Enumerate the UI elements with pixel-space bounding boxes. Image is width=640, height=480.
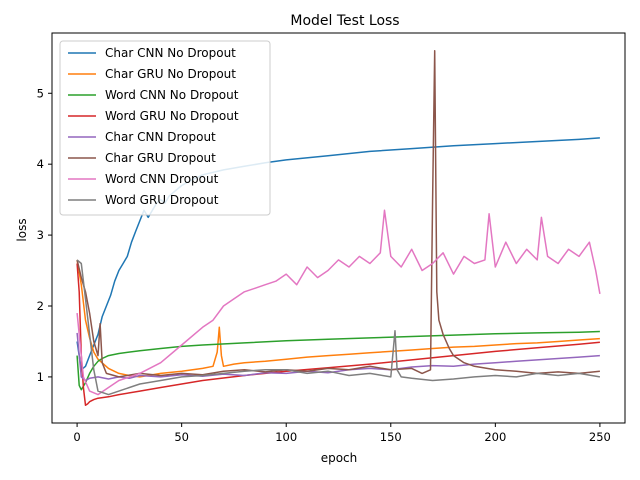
y-tick-label: 4	[37, 157, 44, 171]
y-axis: 1 2 3 4 5	[37, 86, 52, 384]
y-tick-label: 1	[37, 370, 44, 384]
x-axis-label: epoch	[321, 451, 358, 465]
series-line-1	[76, 259, 600, 378]
series-line-6	[76, 209, 601, 396]
series-line-4	[76, 332, 600, 382]
x-tick-label: 150	[380, 430, 402, 444]
legend-label-3: Word GRU No Dropout	[105, 109, 239, 123]
series-line-2	[76, 330, 600, 391]
x-tick-label: 250	[589, 430, 611, 444]
legend-label-0: Char CNN No Dropout	[105, 46, 236, 60]
legend-label-7: Word GRU Dropout	[105, 193, 219, 207]
y-tick-label: 3	[37, 228, 44, 242]
plot-frame	[51, 32, 626, 424]
chart-legend: Char CNN No Dropout Char GRU No Dropout Wo…	[59, 40, 271, 216]
x-tick-label: 100	[275, 430, 297, 444]
series-line-5	[76, 49, 600, 378]
plot-area	[51, 32, 626, 424]
y-tick-label: 5	[37, 86, 44, 100]
y-axis-label: loss	[15, 218, 29, 241]
legend-box	[59, 40, 271, 216]
legend-label-6: Word CNN Dropout	[105, 172, 219, 186]
chart-title: Model Test Loss	[290, 13, 399, 29]
x-tick-label: 200	[484, 430, 506, 444]
legend-label-1: Char GRU No Dropout	[105, 67, 236, 81]
series-line-3	[76, 263, 600, 407]
legend-label-4: Char CNN Dropout	[105, 130, 216, 144]
y-tick-label: 2	[37, 299, 44, 313]
x-tick-label: 50	[174, 430, 189, 444]
legend-label-2: Word CNN No Dropout	[105, 88, 239, 102]
x-axis: 0 50 100 150 200 250	[73, 423, 611, 444]
legend-label-5: Char GRU Dropout	[105, 151, 216, 165]
series-line-7	[76, 259, 601, 396]
x-tick-label: 0	[73, 430, 80, 444]
